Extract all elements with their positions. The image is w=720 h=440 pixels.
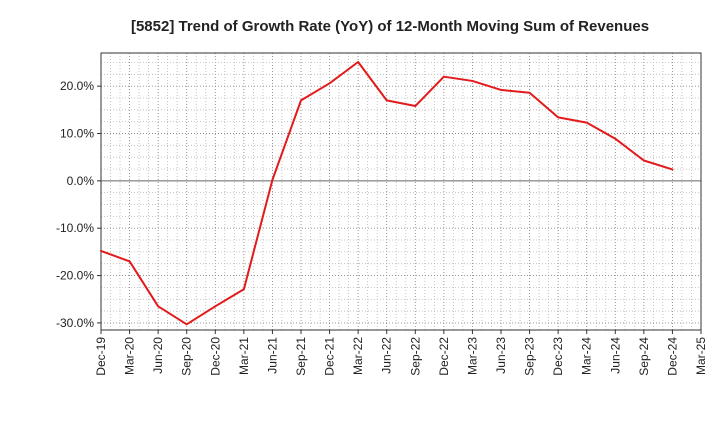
x-tick-label: Jun-20: [151, 337, 165, 374]
x-tick-label: Dec-19: [94, 337, 108, 376]
x-tick-label: Mar-23: [465, 337, 479, 375]
data-point: [414, 105, 416, 107]
x-tick-label: Dec-20: [208, 337, 222, 376]
data-point: [643, 159, 645, 161]
x-tick-label: Mar-20: [123, 337, 137, 375]
data-point: [129, 260, 131, 262]
data-point: [614, 138, 616, 140]
y-tick-label: 10.0%: [60, 126, 94, 140]
data-point: [471, 80, 473, 82]
data-point: [386, 99, 388, 101]
data-point: [329, 82, 331, 84]
x-tick-label: Sep-21: [294, 337, 308, 376]
data-point: [557, 116, 559, 118]
data-point: [271, 179, 273, 181]
x-tick-label: Sep-24: [637, 337, 651, 376]
data-point: [300, 99, 302, 101]
data-point: [443, 76, 445, 78]
x-tick-label: Jun-23: [494, 337, 508, 374]
x-tick-label: Dec-21: [323, 337, 337, 376]
data-point: [500, 89, 502, 91]
y-tick-label: -20.0%: [56, 269, 94, 283]
x-tick-label: Sep-20: [180, 337, 194, 376]
x-tick-label: Mar-22: [351, 337, 365, 375]
chart-title: [5852] Trend of Growth Rate (YoY) of 12-…: [131, 18, 649, 35]
data-point: [243, 288, 245, 290]
y-tick-label: -10.0%: [56, 221, 94, 235]
data-point: [100, 250, 102, 252]
data-point: [586, 122, 588, 124]
x-tick-label: Dec-22: [437, 337, 451, 376]
x-tick-label: Mar-24: [580, 337, 594, 375]
x-tick-label: Mar-25: [694, 337, 708, 375]
x-tick-label: Jun-22: [380, 337, 394, 374]
x-tick-label: Sep-22: [408, 337, 422, 376]
tick-labels: 20.0% 10.0% 0.0% -10.0% -20.0% -30.0%Dec-19 Ma…: [56, 79, 708, 376]
plot-border: [100, 52, 702, 331]
y-tick-label: 0.0%: [67, 174, 95, 188]
axes: [97, 52, 702, 334]
x-tick-label: Mar-21: [237, 337, 251, 375]
y-tick-label: -30.0%: [56, 316, 94, 330]
x-tick-label: Dec-23: [551, 337, 565, 376]
plot-area: [101, 53, 701, 330]
x-tick-label: Dec-24: [665, 337, 679, 376]
series-layer: [100, 61, 674, 326]
x-tick-label: Jun-21: [265, 337, 279, 374]
x-tick-label: Jun-24: [608, 337, 622, 374]
data-point: [157, 305, 159, 307]
grid-lines: [100, 53, 702, 330]
y-tick-label: 20.0%: [60, 79, 94, 93]
data-point: [529, 92, 531, 94]
data-point: [671, 168, 673, 170]
data-point: [214, 305, 216, 307]
x-tick-label: Sep-23: [523, 337, 537, 376]
data-point: [186, 323, 188, 325]
data-point: [357, 61, 359, 63]
